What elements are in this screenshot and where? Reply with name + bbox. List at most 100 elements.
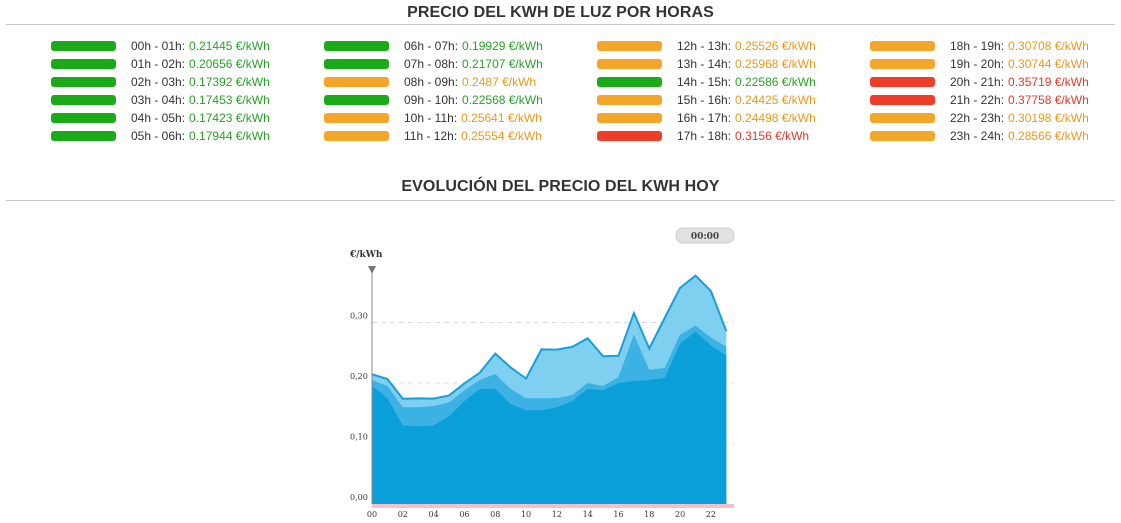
- hour-range: 00h - 01h:: [131, 39, 186, 53]
- time-marker-icon: [368, 266, 376, 274]
- hour-label: 02h - 03h: 0.17392 €/kWh: [131, 75, 270, 89]
- price-level-bar: [870, 77, 935, 87]
- x-tick-label: 18: [644, 510, 654, 519]
- hour-label: 22h - 23h: 0.30198 €/kWh: [950, 111, 1089, 125]
- price-level-bar: [597, 95, 662, 105]
- hour-range: 19h - 20h:: [950, 57, 1005, 71]
- hour-range: 23h - 24h:: [950, 129, 1005, 143]
- price-level-bar: [870, 131, 935, 141]
- price-level-bar: [597, 41, 662, 51]
- hour-label: 07h - 08h: 0.21707 €/kWh: [404, 57, 543, 71]
- hour-row: 21h - 22h: 0.37758 €/kWh: [870, 92, 1120, 110]
- hour-price: 0.24498 €/kWh: [735, 111, 816, 125]
- hour-range: 02h - 03h:: [131, 75, 186, 89]
- price-level-bar: [870, 41, 935, 51]
- x-tick-label: 16: [613, 510, 623, 519]
- x-tick-label: 10: [521, 510, 531, 519]
- hourly-divider: [6, 24, 1115, 25]
- hour-label: 08h - 09h: 0.2487 €/kWh: [404, 75, 536, 89]
- hour-label: 19h - 20h: 0.30744 €/kWh: [950, 57, 1089, 71]
- price-level-bar: [51, 113, 116, 123]
- hour-label: 14h - 15h: 0.22586 €/kWh: [677, 75, 816, 89]
- hour-row: 04h - 05h: 0.17423 €/kWh: [51, 110, 301, 128]
- hourly-title: PRECIO DEL KWH DE LUZ POR HORAS: [407, 4, 714, 21]
- hour-row: 05h - 06h: 0.17944 €/kWh: [51, 128, 301, 146]
- evolution-title: EVOLUCIÓN DEL PRECIO DEL KWH HOY: [401, 178, 720, 195]
- hour-range: 11h - 12h:: [404, 129, 458, 143]
- hour-row: 17h - 18h: 0.3156 €/kWh: [597, 128, 847, 146]
- x-tick-label: 22: [706, 510, 716, 519]
- hour-column: 12h - 13h: 0.25526 €/kWh 13h - 14h: 0.25968…: [597, 38, 847, 146]
- hour-range: 21h - 22h:: [950, 93, 1005, 107]
- hour-row: 10h - 11h: 0.25641 €/kWh: [324, 110, 574, 128]
- x-tick-label: 08: [490, 510, 500, 519]
- hour-column: 00h - 01h: 0.21445 €/kWh 01h - 02h: 0.20656…: [51, 38, 301, 146]
- hour-row: 12h - 13h: 0.25526 €/kWh: [597, 38, 847, 56]
- hour-range: 12h - 13h:: [677, 39, 732, 53]
- price-level-bar: [51, 59, 116, 69]
- hour-label: 09h - 10h: 0.22568 €/kWh: [404, 93, 543, 107]
- evolution-divider: [6, 200, 1115, 201]
- hour-label: 00h - 01h: 0.21445 €/kWh: [131, 39, 270, 53]
- hour-price: 0.30198 €/kWh: [1008, 111, 1089, 125]
- y-tick-label: 0,10: [350, 433, 368, 442]
- hour-label: 11h - 12h: 0.25554 €/kWh: [404, 129, 542, 143]
- hour-label: 18h - 19h: 0.30708 €/kWh: [950, 39, 1089, 53]
- hour-range: 10h - 11h:: [404, 111, 458, 125]
- hour-label: 10h - 11h: 0.25641 €/kWh: [404, 111, 542, 125]
- hour-label: 03h - 04h: 0.17453 €/kWh: [131, 93, 270, 107]
- price-level-bar: [324, 41, 389, 51]
- hour-range: 09h - 10h:: [404, 93, 459, 107]
- hour-label: 04h - 05h: 0.17423 €/kWh: [131, 111, 270, 125]
- hour-row: 22h - 23h: 0.30198 €/kWh: [870, 110, 1120, 128]
- hour-label: 05h - 06h: 0.17944 €/kWh: [131, 129, 270, 143]
- hour-row: 01h - 02h: 0.20656 €/kWh: [51, 56, 301, 74]
- hour-column: 18h - 19h: 0.30708 €/kWh 19h - 20h: 0.30744…: [870, 38, 1120, 146]
- hour-price: 0.28566 €/kWh: [1008, 129, 1089, 143]
- price-level-bar: [597, 59, 662, 69]
- price-level-bar: [51, 77, 116, 87]
- series-area: [372, 331, 727, 504]
- hour-row: 19h - 20h: 0.30744 €/kWh: [870, 56, 1120, 74]
- hour-label: 06h - 07h: 0.19929 €/kWh: [404, 39, 543, 53]
- hour-column: 06h - 07h: 0.19929 €/kWh 07h - 08h: 0.21707…: [324, 38, 574, 146]
- hour-price: 0.37758 €/kWh: [1008, 93, 1089, 107]
- hour-price: 0.35719 €/kWh: [1008, 75, 1089, 89]
- hour-range: 15h - 16h:: [677, 93, 732, 107]
- hour-range: 13h - 14h:: [677, 57, 732, 71]
- hour-range: 01h - 02h:: [131, 57, 186, 71]
- hour-row: 18h - 19h: 0.30708 €/kWh: [870, 38, 1120, 56]
- hour-row: 11h - 12h: 0.25554 €/kWh: [324, 128, 574, 146]
- hour-price: 0.17453 €/kWh: [189, 93, 270, 107]
- hour-price: 0.25641 €/kWh: [461, 111, 542, 125]
- hour-row: 14h - 15h: 0.22586 €/kWh: [597, 74, 847, 92]
- hour-range: 16h - 17h:: [677, 111, 732, 125]
- hour-price: 0.20656 €/kWh: [189, 57, 270, 71]
- hour-range: 08h - 09h:: [404, 75, 459, 89]
- price-level-bar: [324, 113, 389, 123]
- x-axis-strip: [372, 504, 734, 508]
- x-tick-label: 00: [367, 510, 377, 519]
- hour-row: 23h - 24h: 0.28566 €/kWh: [870, 128, 1120, 146]
- y-tick-label: 0,20: [350, 372, 368, 381]
- hour-price: 0.24425 €/kWh: [735, 93, 816, 107]
- hour-price: 0.2487 €/kWh: [462, 75, 537, 89]
- hour-label: 01h - 02h: 0.20656 €/kWh: [131, 57, 270, 71]
- x-tick-label: 04: [429, 510, 439, 519]
- hour-price: 0.19929 €/kWh: [462, 39, 543, 53]
- price-level-bar: [324, 95, 389, 105]
- hour-row: 08h - 09h: 0.2487 €/kWh: [324, 74, 574, 92]
- price-level-bar: [597, 131, 662, 141]
- y-tick-label: 0,00: [350, 493, 368, 502]
- hour-range: 04h - 05h:: [131, 111, 186, 125]
- hour-range: 20h - 21h:: [950, 75, 1005, 89]
- y-axis-label: €/kWh: [349, 250, 383, 260]
- hour-row: 20h - 21h: 0.35719 €/kWh: [870, 74, 1120, 92]
- hour-price: 0.22568 €/kWh: [462, 93, 543, 107]
- hour-row: 09h - 10h: 0.22568 €/kWh: [324, 92, 574, 110]
- series-line: [371, 274, 728, 400]
- hour-price: 0.30744 €/kWh: [1008, 57, 1089, 71]
- price-level-bar: [870, 59, 935, 69]
- price-level-bar: [870, 95, 935, 105]
- hour-row: 03h - 04h: 0.17453 €/kWh: [51, 92, 301, 110]
